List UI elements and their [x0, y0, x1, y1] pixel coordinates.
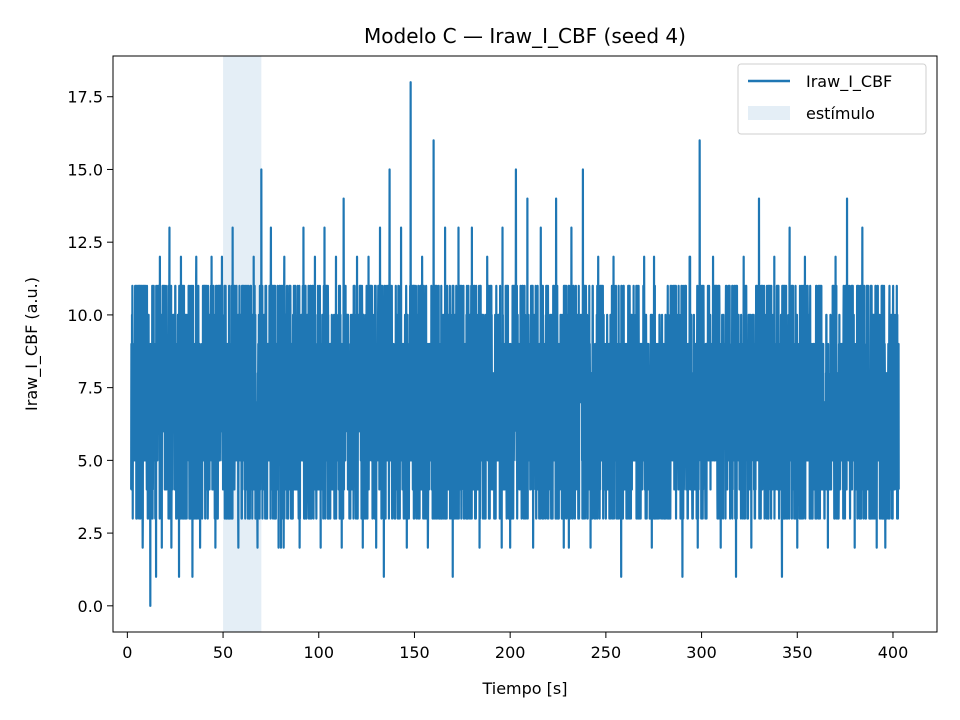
x-tick-label: 350 — [782, 643, 813, 662]
x-axis-label: Tiempo [s] — [481, 679, 567, 698]
x-tick-label: 400 — [878, 643, 909, 662]
y-tick-label: 2.5 — [78, 524, 103, 543]
y-tick-label: 0.0 — [78, 597, 103, 616]
x-tick-label: 250 — [591, 643, 622, 662]
x-tick-label: 0 — [122, 643, 132, 662]
y-tick-label: 5.0 — [78, 451, 103, 470]
legend-series-label: Iraw_I_CBF — [806, 72, 892, 92]
x-tick-label: 150 — [399, 643, 430, 662]
x-tick-label: 300 — [686, 643, 717, 662]
chart-title: Modelo C — Iraw_I_CBF (seed 4) — [364, 24, 686, 48]
x-tick-label: 200 — [495, 643, 526, 662]
y-tick-label: 7.5 — [78, 379, 103, 398]
y-tick-label: 12.5 — [67, 233, 103, 252]
series-line-0 — [130, 81, 900, 607]
ticks-layer: 0 50 100 150 200 250 300 350 400 0.0 2.5 5.0 7.5 10.0… — [67, 88, 908, 662]
y-axis-label: Iraw_I_CBF (a.u.) — [22, 277, 42, 411]
legend: Iraw_I_CBF estímulo — [737, 63, 927, 135]
x-tick-label: 100 — [303, 643, 334, 662]
y-tick-label: 10.0 — [67, 306, 103, 325]
legend-stimulus-swatch — [748, 106, 790, 120]
x-tick-label: 50 — [213, 643, 233, 662]
series-layer — [130, 81, 900, 607]
y-tick-label: 15.0 — [67, 160, 103, 179]
y-tick-label: 17.5 — [67, 88, 103, 107]
legend-stimulus-label: estímulo — [806, 104, 875, 123]
plot-frame — [112, 55, 938, 633]
